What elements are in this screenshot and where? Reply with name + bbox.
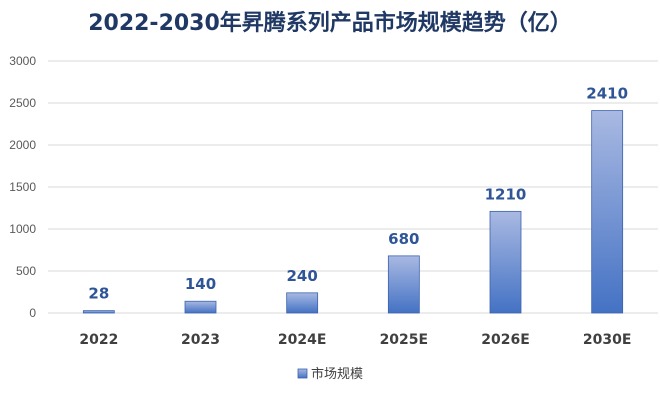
chart-title: 2022-2030年昇腾系列产品市场规模趋势（亿） <box>88 10 572 36</box>
y-axis: 0 500 1000 1500 2000 2500 3000 <box>9 54 36 320</box>
legend-label: 市场规模 <box>311 366 363 382</box>
data-label-2026E: 1210 <box>485 185 527 203</box>
bar-2026E <box>489 210 522 314</box>
data-label-2030E: 2410 <box>586 85 628 103</box>
legend: 市场规模 <box>297 366 363 382</box>
gridlines <box>48 60 658 314</box>
y-tick-label: 0 <box>29 306 36 320</box>
bar-2023 <box>184 300 217 314</box>
y-tick-label: 1500 <box>9 180 36 194</box>
bar-2022 <box>82 310 115 314</box>
bar-2025E <box>387 255 420 314</box>
y-tick-label: 2000 <box>9 138 36 152</box>
x-tick-label-2024E: 2024E <box>278 332 327 348</box>
legend-swatch <box>297 368 308 379</box>
data-label-2025E: 680 <box>388 230 419 248</box>
data-label-2023: 140 <box>185 275 216 293</box>
bar-2024E <box>286 292 319 314</box>
x-tick-label-2026E: 2026E <box>481 332 530 348</box>
data-label-2022: 28 <box>88 285 109 303</box>
y-tick-label: 3000 <box>9 54 36 68</box>
x-tick-label-2023: 2023 <box>181 332 220 348</box>
y-tick-label: 1000 <box>9 222 36 236</box>
y-tick-label: 2500 <box>9 96 36 110</box>
x-tick-label-2030E: 2030E <box>583 332 632 348</box>
data-label-2024E: 240 <box>287 267 318 285</box>
x-tick-label-2025E: 2025E <box>380 332 429 348</box>
bars <box>82 110 624 314</box>
x-axis: 2022 2023 2024E 2025E 2026E 2030E <box>79 332 631 348</box>
bar-2030E <box>591 110 624 314</box>
x-tick-label-2022: 2022 <box>79 332 118 348</box>
data-labels: 28 140 240 680 1210 2410 <box>88 85 628 303</box>
y-tick-label: 500 <box>16 264 36 278</box>
